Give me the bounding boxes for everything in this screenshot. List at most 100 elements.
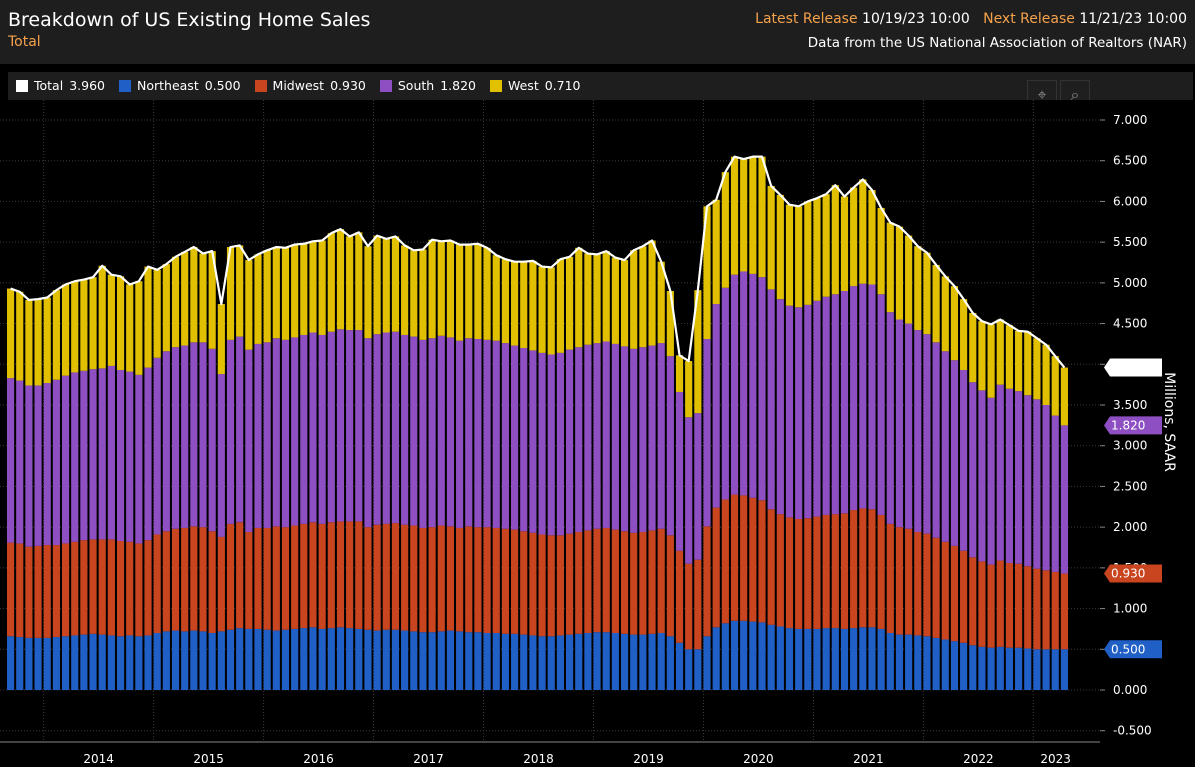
legend-item-west[interactable]: West 0.710 xyxy=(489,78,581,93)
bar-west xyxy=(584,253,592,345)
bar-west xyxy=(950,286,959,361)
chart-subtitle: Total xyxy=(8,34,41,50)
bar-midwest xyxy=(712,507,720,628)
bar-northeast xyxy=(575,633,583,690)
bar-northeast xyxy=(630,634,638,690)
bar-west xyxy=(538,266,546,353)
legend-item-total[interactable]: Total 3.960 xyxy=(16,78,105,93)
bar-northeast xyxy=(611,633,619,690)
bar-northeast xyxy=(226,629,235,690)
bar-west xyxy=(831,185,839,295)
legend-value: 0.930 xyxy=(330,78,366,93)
bar-midwest xyxy=(859,508,867,628)
bar-midwest xyxy=(703,526,711,637)
bar-northeast xyxy=(1060,649,1068,690)
zoom-icon: ⌕ xyxy=(1070,85,1080,104)
bar-midwest xyxy=(905,528,913,635)
y-tick-label: -0.500 xyxy=(1113,724,1152,738)
bar-west xyxy=(1005,325,1013,389)
bar-west xyxy=(501,259,509,344)
legend-swatch xyxy=(379,79,392,92)
bar-south xyxy=(1033,399,1041,569)
bar-south xyxy=(52,379,60,546)
bar-northeast xyxy=(254,628,262,690)
bar-west xyxy=(456,244,464,341)
bar-northeast xyxy=(135,636,143,690)
bar-midwest xyxy=(144,540,152,636)
bar-west xyxy=(1042,344,1050,405)
bar-midwest xyxy=(401,524,409,631)
bar-northeast xyxy=(584,633,592,690)
bar-midwest xyxy=(300,523,308,629)
bar-west xyxy=(98,265,106,369)
legend-items: Total 3.960 Northeast 0.500 Midwest 0.930 Sout… xyxy=(16,78,581,93)
bar-midwest xyxy=(675,550,684,643)
bar-northeast xyxy=(71,635,79,690)
bar-midwest xyxy=(89,539,97,634)
bar-northeast xyxy=(116,636,125,690)
bar-northeast xyxy=(850,628,858,690)
bar-west xyxy=(850,187,858,287)
bar-west xyxy=(895,226,904,320)
legend-item-south[interactable]: South 1.820 xyxy=(379,78,476,93)
bar-midwest xyxy=(1033,568,1041,650)
bar-midwest xyxy=(492,527,500,633)
bar-south xyxy=(346,330,354,522)
bar-west xyxy=(511,261,519,346)
y-tick-label: 0.000 xyxy=(1113,683,1147,697)
latest-release-label: Latest Release xyxy=(755,11,858,27)
bar-west xyxy=(987,324,995,398)
bar-northeast xyxy=(181,631,189,690)
bar-midwest xyxy=(730,494,739,621)
bar-west xyxy=(960,299,968,370)
bar-west xyxy=(52,290,60,380)
bar-south xyxy=(785,305,794,518)
bar-west xyxy=(923,252,931,335)
bar-midwest xyxy=(1051,571,1059,650)
bar-west xyxy=(428,239,436,339)
bar-midwest xyxy=(254,527,262,629)
bar-west xyxy=(758,156,766,278)
bar-south xyxy=(813,300,821,517)
bar-west xyxy=(199,253,207,343)
bar-northeast xyxy=(456,631,464,690)
bar-west xyxy=(685,361,693,418)
bar-northeast xyxy=(144,635,152,690)
bar-west xyxy=(171,256,180,348)
bar-northeast xyxy=(465,632,473,690)
bar-south xyxy=(410,336,418,526)
bar-northeast xyxy=(153,633,161,690)
bar-south xyxy=(905,323,913,529)
bar-northeast xyxy=(410,631,418,690)
x-tick-label: 2018 xyxy=(523,752,554,766)
y-tick-label: 6.500 xyxy=(1113,154,1147,168)
bar-south xyxy=(804,304,812,519)
bar-south xyxy=(364,338,372,528)
bar-midwest xyxy=(153,534,161,633)
bar-midwest xyxy=(245,532,253,629)
x-tick-label: 2017 xyxy=(413,752,444,766)
legend-item-northeast[interactable]: Northeast 0.500 xyxy=(119,78,241,93)
bar-northeast xyxy=(785,628,794,690)
bar-midwest xyxy=(914,532,922,636)
bar-west xyxy=(483,247,491,340)
bar-west xyxy=(126,284,134,372)
bar-south xyxy=(886,312,894,524)
next-release-value: 11/21/23 10:00 xyxy=(1079,11,1187,27)
bar-midwest xyxy=(437,525,445,632)
bar-west xyxy=(565,256,574,350)
bar-northeast xyxy=(25,637,33,690)
bar-midwest xyxy=(263,527,271,630)
bar-west xyxy=(1015,330,1023,392)
legend-item-midwest[interactable]: Midwest 0.930 xyxy=(254,78,366,93)
bar-west xyxy=(886,222,894,313)
bar-west xyxy=(116,276,125,370)
bar-midwest xyxy=(575,532,583,634)
bar-south xyxy=(547,354,555,536)
bar-midwest xyxy=(217,536,225,632)
bar-midwest xyxy=(98,539,106,635)
bar-west xyxy=(776,194,784,300)
bar-south xyxy=(89,369,97,540)
bar-northeast xyxy=(666,636,674,690)
bar-south xyxy=(34,385,42,546)
